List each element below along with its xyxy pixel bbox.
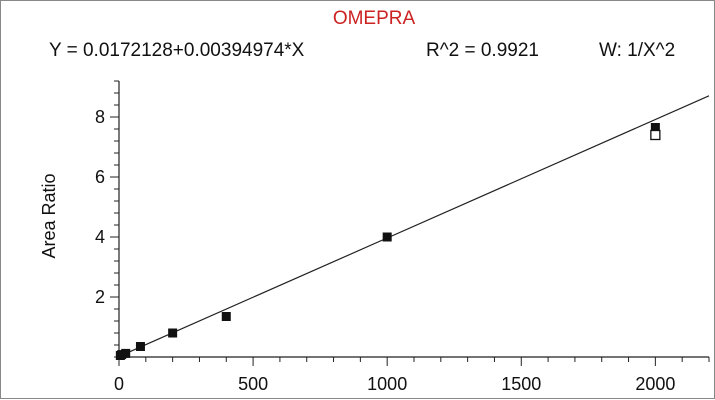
x-tick-label: 500 <box>238 374 268 394</box>
x-tick-label: 1500 <box>501 374 541 394</box>
y-tick-label: 2 <box>95 287 105 307</box>
x-tick-label: 1000 <box>367 374 407 394</box>
y-axis-label: Area Ratio <box>39 173 59 258</box>
data-points <box>115 123 661 360</box>
data-point <box>168 328 178 338</box>
data-point <box>135 342 145 351</box>
r-squared-label: R^2 = 0.9921 <box>426 40 539 61</box>
x-tick-label: 0 <box>114 374 124 394</box>
data-point <box>382 232 392 242</box>
y-tick-label: 6 <box>95 167 105 187</box>
weighting-label: W: 1/X^2 <box>599 40 675 61</box>
data-point <box>221 312 231 321</box>
regression-equation: Y = 0.0172128+0.00394974*X <box>49 40 305 61</box>
y-tick-label: 4 <box>95 227 105 247</box>
x-tick-label: 2000 <box>635 374 675 394</box>
data-point <box>121 348 131 358</box>
data-point-open <box>650 129 661 141</box>
y-tick-label: 8 <box>95 107 105 127</box>
axes: 0 500 1000 1500 2000 2 4 6 8 <box>95 80 710 394</box>
data-point <box>650 123 660 132</box>
chart-title: OMEPRA <box>333 8 416 29</box>
fit-line <box>118 95 710 358</box>
